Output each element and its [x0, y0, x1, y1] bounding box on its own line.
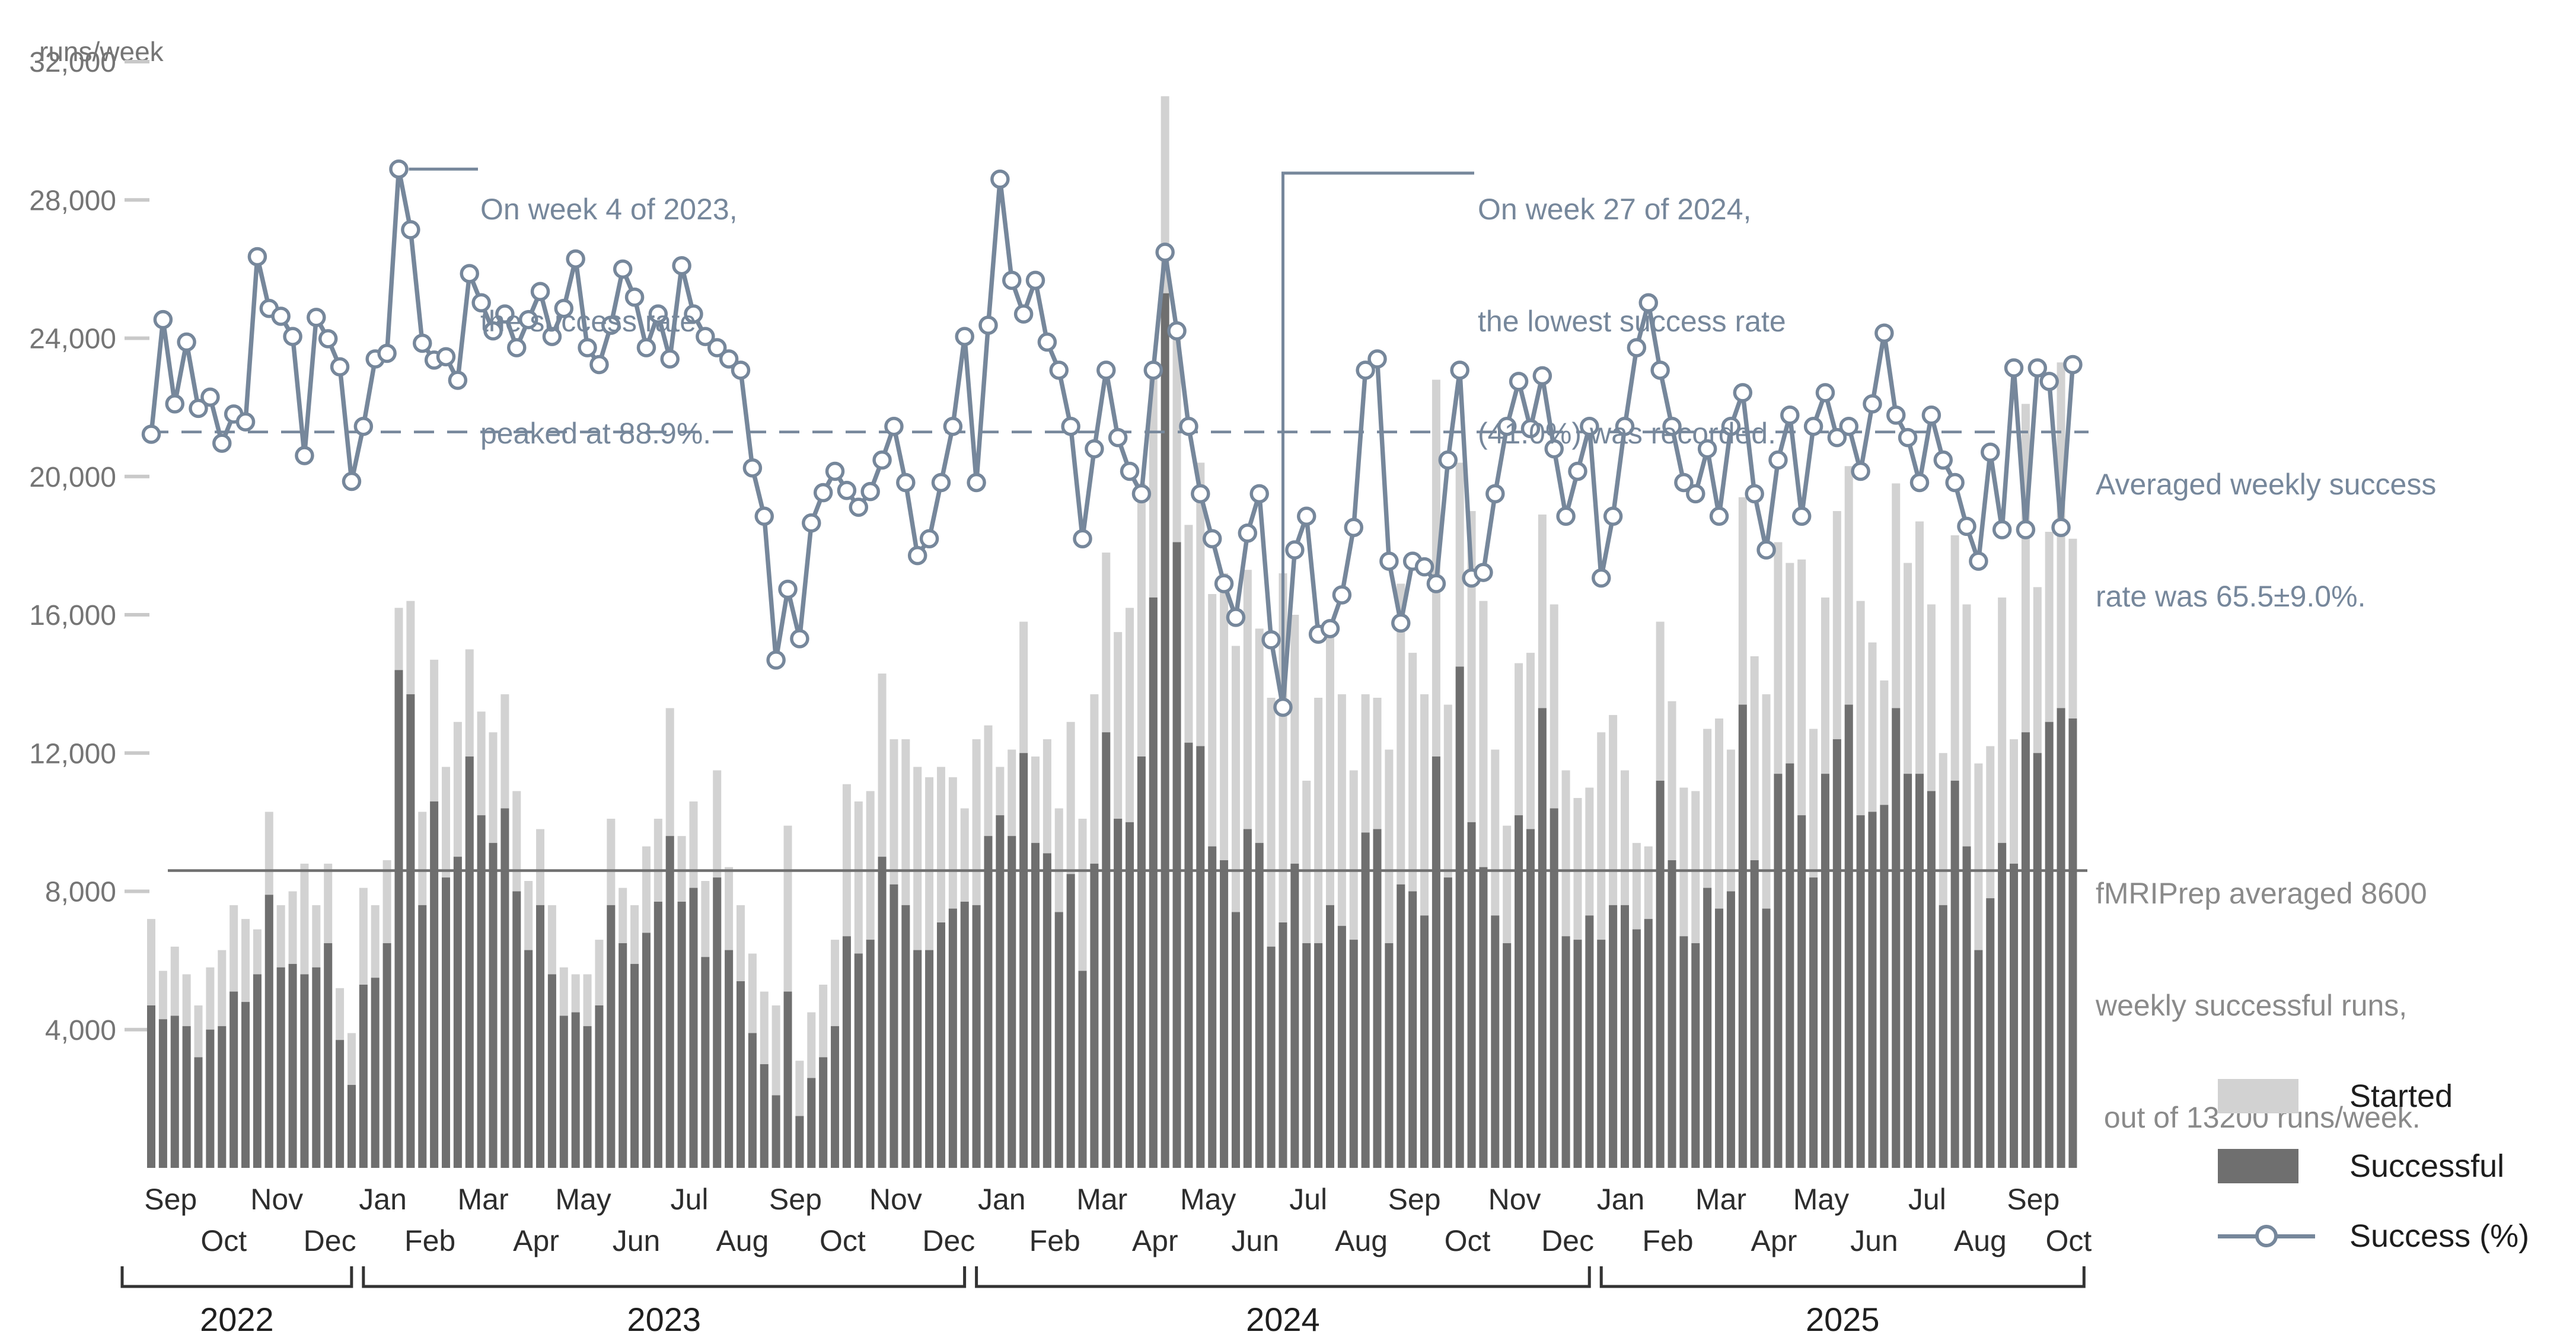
svg-text:2023: 2023 — [627, 1301, 701, 1338]
svg-text:Aug: Aug — [716, 1224, 769, 1257]
x-axis-months: SepOctNovDecJanFebMarAprMayJunJulAugSepO… — [144, 1183, 2092, 1257]
successful-swatch-icon — [2218, 1149, 2319, 1183]
y-axis: 32,000 28,000 24,000 20,000 16,000 12,000 8,00… — [29, 47, 149, 1046]
legend-item-successful: Successful — [2218, 1131, 2529, 1201]
svg-text:Feb: Feb — [1029, 1224, 1080, 1257]
callout-low — [1281, 171, 1474, 698]
legend-label: Successful — [2349, 1148, 2505, 1184]
svg-text:Nov: Nov — [1488, 1183, 1541, 1216]
annotation-peak-success-rate: On week 4 of 2023, the success rate peak… — [480, 116, 738, 527]
annotation-low-line: On week 27 of 2024, — [1478, 193, 1752, 226]
svg-text:2025: 2025 — [1806, 1301, 1880, 1338]
svg-text:Apr: Apr — [1751, 1224, 1797, 1257]
svg-text:Jan: Jan — [359, 1183, 407, 1216]
svg-text:Jun: Jun — [613, 1224, 661, 1257]
annotation-avg-runs-line: fMRIPrep averaged 8600 — [2096, 877, 2427, 910]
svg-text:12,000: 12,000 — [29, 738, 116, 770]
svg-text:Jun: Jun — [1850, 1224, 1898, 1257]
success-markers — [141, 159, 2083, 717]
legend-item-success-pct: Success (%) — [2218, 1201, 2529, 1271]
annotation-average-success-rate: Averaged weekly success rate was 65.5±9.… — [2096, 391, 2436, 690]
annotation-average-weekly-runs: fMRIPrep averaged 8600 weekly successful… — [2096, 800, 2427, 1211]
svg-text:2024: 2024 — [1246, 1301, 1320, 1338]
svg-text:Dec: Dec — [304, 1224, 356, 1257]
annotation-lowest-success-rate: On week 27 of 2024, the lowest success r… — [1478, 116, 1786, 527]
svg-text:May: May — [1180, 1183, 1236, 1216]
svg-text:Jan: Jan — [978, 1183, 1026, 1216]
annotation-avg-runs-line: out of 13200 runs/week. — [2096, 1101, 2421, 1134]
svg-text:Sep: Sep — [1388, 1183, 1441, 1216]
svg-text:Apr: Apr — [513, 1224, 559, 1257]
svg-text:Feb: Feb — [1642, 1224, 1693, 1257]
annotation-peak-line: peaked at 88.9%. — [480, 417, 712, 450]
started-swatch-icon — [2218, 1079, 2319, 1113]
svg-text:Aug: Aug — [1954, 1224, 2007, 1257]
svg-text:Oct: Oct — [1445, 1224, 1491, 1257]
bars-successful — [147, 293, 2077, 1168]
svg-text:May: May — [555, 1183, 611, 1216]
legend: Started Successful Success (%) — [2218, 1061, 2529, 1271]
svg-text:Jun: Jun — [1231, 1224, 1279, 1257]
svg-text:Dec: Dec — [1541, 1224, 1594, 1257]
annotation-low-line: (41.0%) was recorded. — [1478, 417, 1777, 450]
success-line-marker-icon — [2218, 1219, 2319, 1253]
svg-text:4,000: 4,000 — [45, 1015, 116, 1046]
svg-text:Dec: Dec — [922, 1224, 975, 1257]
svg-text:Jul: Jul — [1289, 1183, 1327, 1216]
svg-text:2022: 2022 — [200, 1301, 274, 1338]
year-brackets: 2022 2023 2024 2025 — [120, 1266, 2086, 1338]
svg-text:Nov: Nov — [869, 1183, 922, 1216]
legend-label: Success (%) — [2349, 1218, 2530, 1254]
legend-item-started: Started — [2218, 1061, 2529, 1131]
annotation-peak-line: On week 4 of 2023, — [480, 193, 738, 226]
svg-text:24,000: 24,000 — [29, 324, 116, 355]
svg-text:Aug: Aug — [1335, 1224, 1388, 1257]
svg-text:Oct: Oct — [200, 1224, 247, 1257]
annotation-avg-rate-line: Averaged weekly success — [2096, 468, 2437, 501]
svg-text:16,000: 16,000 — [29, 600, 116, 631]
annotation-peak-line: the success rate — [480, 305, 697, 338]
svg-text:Nov: Nov — [250, 1183, 303, 1216]
svg-text:28,000: 28,000 — [29, 185, 116, 216]
svg-text:Apr: Apr — [1132, 1224, 1178, 1257]
svg-text:32,000: 32,000 — [29, 47, 116, 78]
svg-text:8,000: 8,000 — [45, 877, 116, 908]
svg-text:Jul: Jul — [1908, 1183, 1946, 1216]
svg-text:Mar: Mar — [458, 1183, 509, 1216]
svg-text:Sep: Sep — [144, 1183, 197, 1216]
svg-text:Jul: Jul — [671, 1183, 709, 1216]
svg-text:Sep: Sep — [2007, 1183, 2059, 1216]
svg-text:20,000: 20,000 — [29, 462, 116, 493]
svg-text:May: May — [1793, 1183, 1849, 1216]
annotation-avg-runs-line: weekly successful runs, — [2096, 989, 2408, 1022]
legend-label: Started — [2349, 1078, 2453, 1114]
svg-text:Mar: Mar — [1695, 1183, 1746, 1216]
svg-text:Oct: Oct — [2046, 1224, 2092, 1257]
svg-text:Jan: Jan — [1597, 1183, 1645, 1216]
svg-text:Sep: Sep — [769, 1183, 822, 1216]
svg-text:Feb: Feb — [404, 1224, 455, 1257]
svg-text:Mar: Mar — [1076, 1183, 1127, 1216]
annotation-low-line: the lowest success rate — [1478, 305, 1786, 338]
svg-text:Oct: Oct — [820, 1224, 866, 1257]
annotation-avg-rate-line: rate was 65.5±9.0%. — [2096, 580, 2366, 613]
